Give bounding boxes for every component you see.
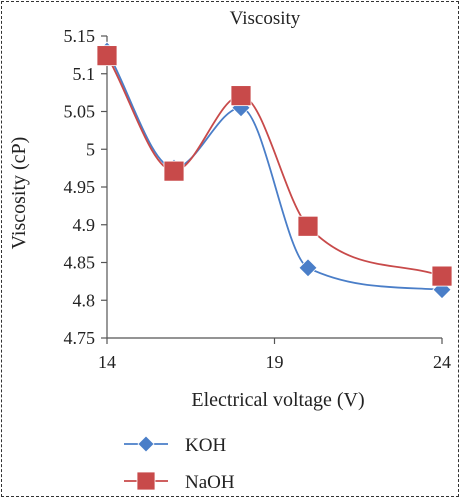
- y-tick-label: 5.15: [64, 26, 96, 46]
- y-tick-label: 4.8: [73, 290, 96, 310]
- y-tick-label: 5.1: [73, 64, 96, 84]
- data-point-naoh: [96, 45, 118, 67]
- y-tick-label: 4.9: [73, 215, 96, 235]
- data-point-naoh: [431, 265, 453, 287]
- y-tick-label: 5: [86, 139, 95, 159]
- y-tick-label: 4.75: [64, 328, 96, 348]
- x-tick-label: 24: [433, 352, 451, 372]
- x-axis-label: Electrical voltage (V): [191, 389, 364, 411]
- data-point-naoh: [163, 160, 185, 182]
- y-tick-label: 4.85: [64, 253, 96, 273]
- series-layer: [96, 41, 453, 300]
- legend-label-koh: KOH: [185, 435, 226, 456]
- y-tick-label: 5.05: [64, 102, 96, 122]
- legend-marker-koh: [137, 435, 155, 453]
- data-point-naoh: [297, 215, 319, 237]
- y-axis-label: Viscosity (cP): [8, 137, 30, 250]
- data-point-koh: [298, 258, 318, 278]
- x-tick-label: 19: [266, 352, 284, 372]
- legend: KOH NaOH: [124, 435, 235, 493]
- series-line-naoh: [106, 55, 443, 277]
- axes: [101, 35, 443, 344]
- x-tick-label: 14: [98, 352, 116, 372]
- y-tick-labels: 4.75 4.8 4.85 4.9 4.95 5 5.05 5.1 5.15: [64, 26, 96, 348]
- series-line-koh: [106, 50, 443, 291]
- x-tick-labels: 14 19 24: [98, 352, 451, 372]
- series-naoh: [96, 45, 453, 287]
- chart-title: Viscosity: [230, 8, 301, 29]
- y-tick-label: 4.95: [64, 177, 96, 197]
- legend-label-naoh: NaOH: [185, 472, 235, 493]
- legend-marker-naoh: [136, 471, 156, 491]
- series-koh: [97, 41, 452, 300]
- data-point-naoh: [230, 85, 252, 107]
